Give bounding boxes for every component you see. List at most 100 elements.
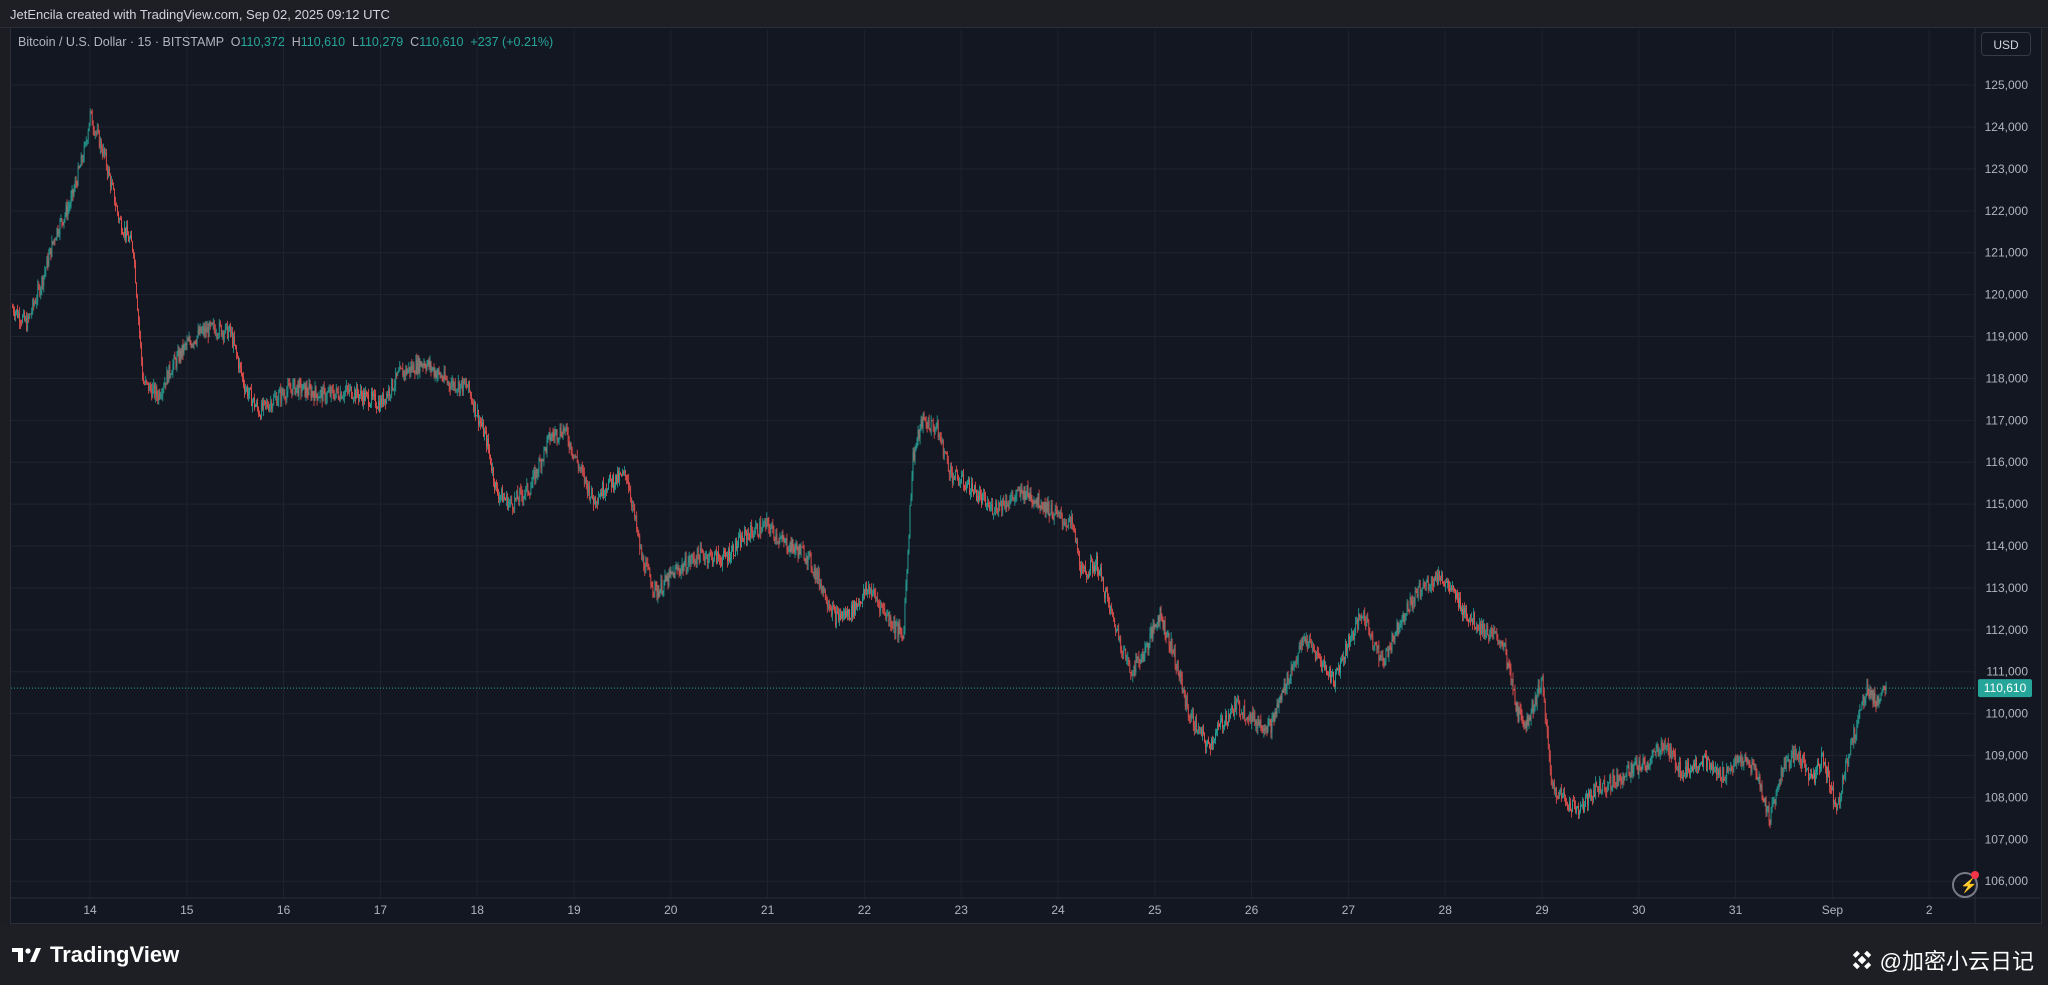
candle-body — [1052, 514, 1054, 521]
candle-body — [999, 502, 1001, 507]
candle-body — [287, 383, 289, 392]
candle-body — [134, 255, 135, 262]
candle-body — [358, 393, 359, 399]
candle-body — [148, 382, 150, 391]
candle-body — [1181, 678, 1183, 692]
candle-body — [616, 474, 617, 483]
candle-body — [1561, 788, 1562, 798]
candle-body — [1095, 564, 1096, 572]
symbol-legend[interactable]: Bitcoin / U.S. Dollar · 15 · BITSTAMP O1… — [18, 35, 553, 49]
candle-body — [1803, 755, 1804, 758]
candle-body — [278, 392, 280, 401]
candle-body — [375, 394, 376, 407]
candle-body — [308, 384, 310, 395]
candle-body — [1271, 716, 1273, 734]
candle-body — [1755, 765, 1757, 774]
replay-icon[interactable]: ⚡ — [1952, 871, 1979, 898]
candle-body — [195, 342, 197, 344]
candle-body — [57, 228, 59, 235]
candle-body — [1804, 757, 1805, 766]
candle-body — [1343, 656, 1344, 660]
candle-body — [980, 491, 981, 495]
candle-body — [1303, 636, 1305, 641]
candle-body — [165, 382, 167, 385]
candle-body — [106, 166, 108, 175]
candle-body — [1255, 722, 1257, 725]
candle-body — [1746, 758, 1748, 763]
candle-body — [211, 322, 213, 325]
candle-body — [1712, 764, 1713, 771]
candle-body — [1836, 805, 1837, 810]
candle-body — [281, 389, 283, 402]
candle-body — [588, 484, 590, 499]
candle-body — [1675, 767, 1677, 769]
candle-body — [1456, 593, 1457, 599]
candle-body — [1297, 652, 1299, 662]
candle-body — [663, 581, 665, 592]
candle-body — [1057, 511, 1059, 514]
candle-body — [99, 140, 101, 148]
candles — [12, 108, 1887, 829]
candle-body — [343, 391, 345, 398]
candle-body — [665, 575, 667, 581]
candle-body — [1530, 711, 1532, 721]
y-tick-label: 117,000 — [1986, 413, 2029, 427]
candle-body — [1608, 782, 1610, 786]
candle-body — [1189, 717, 1191, 719]
candle-body — [1782, 769, 1784, 776]
x-tick-label: 19 — [567, 903, 581, 917]
candle-body — [964, 485, 965, 488]
candle-body — [871, 589, 873, 597]
tradingview-logo[interactable]: TradingView — [12, 942, 179, 968]
candle-body — [145, 380, 147, 384]
candle-body — [1085, 566, 1086, 572]
candle-body — [1131, 674, 1133, 677]
candle-body — [1460, 597, 1461, 612]
candle-body — [934, 429, 936, 433]
candle-body — [1486, 625, 1488, 635]
candle-body — [50, 248, 52, 257]
candle-body — [1244, 705, 1246, 720]
candle-body — [347, 389, 349, 392]
candle-body — [768, 520, 770, 528]
candle-body — [710, 553, 712, 555]
candle-body — [1090, 560, 1091, 574]
candle-body — [284, 394, 286, 399]
low-value: 110,279 — [358, 35, 404, 49]
candle-body — [1158, 616, 1160, 623]
candle-body — [619, 473, 620, 481]
candle-body — [1286, 673, 1288, 690]
candle-body — [1212, 739, 1213, 745]
candle-body — [1593, 789, 1594, 799]
candle-body — [1501, 641, 1503, 645]
candle-body — [1112, 610, 1114, 617]
candle-body — [1185, 696, 1187, 707]
candle-body — [1258, 720, 1260, 726]
currency-button[interactable]: USD — [1981, 32, 2031, 56]
candle-body — [1194, 718, 1196, 731]
candle-body — [1765, 797, 1767, 813]
chart-pane[interactable] — [10, 27, 2042, 924]
candle-body — [1417, 586, 1419, 598]
candle-body — [1829, 777, 1830, 787]
candle-body — [1827, 766, 1828, 778]
candle-body — [1322, 663, 1323, 667]
candle-body — [1591, 795, 1592, 799]
candle-body — [623, 472, 624, 474]
candle-body — [600, 492, 601, 497]
candle-body — [1393, 637, 1395, 641]
candle-body — [469, 391, 471, 395]
candle-body — [1328, 674, 1329, 676]
candle-body — [324, 389, 326, 401]
candle-body — [1522, 721, 1524, 723]
candle-body — [28, 316, 30, 318]
candle-body — [1161, 615, 1163, 620]
candle-body — [556, 430, 558, 441]
candle-body — [1715, 767, 1716, 770]
candle-body — [1436, 574, 1438, 585]
candle-body — [583, 471, 585, 482]
candle-body — [63, 219, 65, 225]
candle-body — [1394, 635, 1396, 641]
candle-body — [49, 248, 51, 255]
